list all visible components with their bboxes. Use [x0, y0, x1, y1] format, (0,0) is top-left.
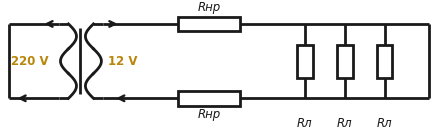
Bar [178, 91, 240, 106]
Bar [336, 45, 353, 78]
Bar [376, 45, 392, 78]
Text: Rл: Rл [337, 117, 353, 130]
Bar [297, 45, 313, 78]
Bar [178, 17, 240, 31]
Text: 12 V: 12 V [108, 55, 138, 68]
Text: Rл: Rл [297, 117, 313, 130]
Text: Rнр: Rнр [198, 1, 221, 14]
Text: 220 V: 220 V [11, 55, 48, 68]
Text: Rнр: Rнр [198, 108, 221, 121]
Text: Rл: Rл [377, 117, 392, 130]
